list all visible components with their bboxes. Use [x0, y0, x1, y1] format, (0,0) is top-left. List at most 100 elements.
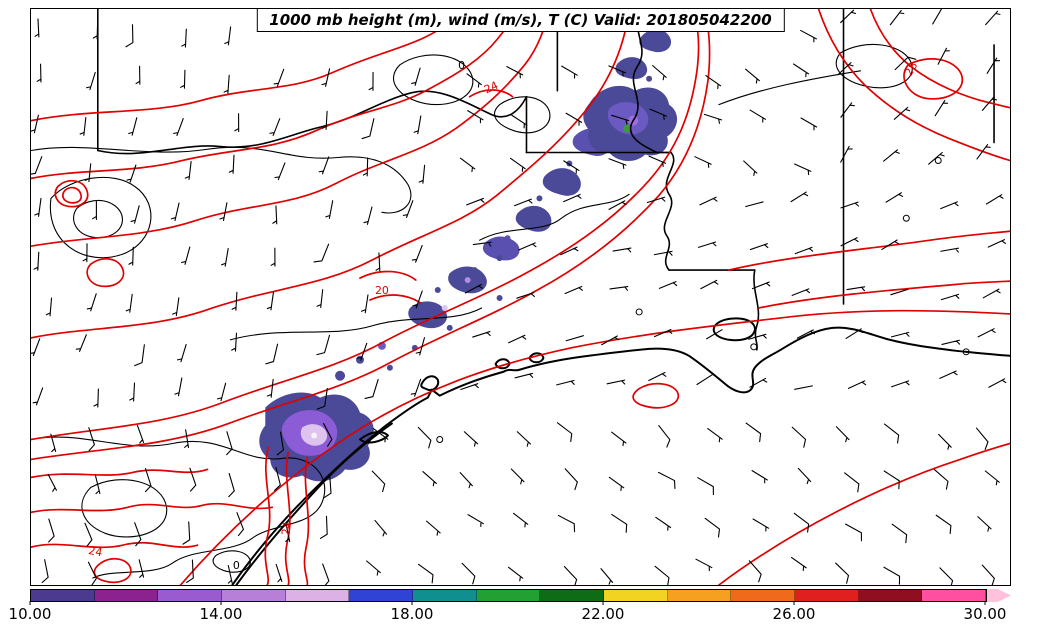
temperature-contour	[718, 442, 1010, 585]
temperature-contour	[31, 9, 631, 339]
state-border	[96, 90, 528, 155]
colorbar-segment	[413, 590, 477, 601]
temperature-contour	[54, 179, 89, 208]
contour-label: 28	[902, 60, 920, 79]
colorbar-segment	[922, 590, 987, 601]
contour-label: 0	[458, 59, 465, 72]
precip-dot	[471, 267, 478, 274]
contour-label: 24	[87, 544, 103, 559]
temperature-contour	[179, 309, 1010, 585]
colorbar-segment	[731, 590, 796, 601]
height-contour	[393, 54, 474, 106]
precip-dot	[356, 355, 364, 364]
temperature-contour	[31, 502, 274, 514]
precip-dot	[623, 124, 632, 133]
precip-fill	[408, 301, 448, 329]
temperature-contour	[903, 58, 964, 100]
colorbar	[30, 589, 1011, 602]
height-contour	[494, 96, 551, 134]
precip-dot	[601, 145, 608, 152]
precip-fill	[542, 168, 581, 196]
state-border	[629, 9, 675, 271]
height-contour	[73, 200, 123, 239]
height-contour	[49, 176, 152, 259]
temperature-contour	[869, 9, 1010, 109]
precip-fill	[515, 205, 552, 232]
height-contour	[229, 307, 483, 341]
height-contour	[81, 479, 168, 538]
temperature-contour	[31, 541, 199, 549]
precip-dot	[496, 255, 503, 262]
colorbar-extend-arrow	[987, 589, 1011, 602]
precip-dot	[386, 364, 393, 371]
temperature-contour	[632, 382, 680, 409]
temperature-contour	[468, 89, 514, 98]
precip-dot	[464, 277, 471, 284]
colorbar-segment	[94, 590, 159, 601]
coastline	[712, 317, 756, 342]
height-contour	[31, 436, 326, 579]
coastline	[235, 422, 393, 585]
map-canvas: 28 24 20 24 24 0 0	[31, 9, 1010, 585]
temperature-contour	[31, 9, 463, 122]
temperature-contour	[359, 270, 422, 304]
precip-dot	[311, 432, 318, 439]
map-plot-area: 28 24 20 24 24 0 0 1000 mb height (m), wind (m…	[30, 8, 1011, 586]
contour-label: 24	[482, 79, 500, 97]
colorbar-segment	[858, 590, 923, 601]
colorbar-segment	[158, 590, 223, 601]
precip-fill	[639, 29, 672, 53]
colorbar-segment	[222, 590, 286, 601]
precip-dot	[496, 295, 503, 301]
precip-fill	[482, 236, 520, 261]
plot-title: 1000 mb height (m), wind (m/s), T (C) Va…	[256, 9, 785, 32]
colorbar-segment	[31, 590, 95, 601]
temperature-contour	[93, 557, 132, 584]
height-contour	[31, 146, 412, 214]
precip-dot	[446, 324, 453, 331]
colorbar-tick: 14.00	[199, 601, 243, 623]
temperature-contour	[86, 258, 125, 288]
temperature-contour	[728, 230, 1010, 271]
height-contour	[718, 70, 862, 106]
state-border	[753, 269, 760, 351]
colorbar-strip	[30, 589, 987, 602]
temperature-contour	[757, 280, 1010, 309]
wind-barbs	[31, 9, 1007, 585]
coastline	[231, 326, 1010, 585]
colorbar-segment	[349, 590, 414, 601]
contour-label: 20	[375, 284, 389, 297]
colorbar-segment	[795, 590, 859, 601]
colorbar-segment	[604, 590, 668, 601]
height-contour	[479, 193, 630, 241]
colorbar-segment	[540, 590, 605, 601]
temperature-contour	[31, 9, 551, 248]
calm-wind-icon	[962, 348, 970, 356]
colorbar-tick-labels: 10.00 14.00 18.00 22.00 26.00 30.00	[9, 601, 1006, 627]
temperature-contour	[31, 9, 519, 180]
temperature-contour	[817, 9, 1010, 162]
precip-dot	[335, 370, 346, 381]
colorbar-segment	[285, 590, 350, 601]
temperature-contour	[31, 9, 700, 441]
colorbar-segment	[667, 590, 732, 601]
precip-fill	[615, 57, 648, 80]
coastline	[358, 431, 389, 444]
precip-dot	[636, 145, 643, 152]
precip-dot	[536, 195, 543, 202]
calm-wind-icon	[902, 214, 910, 222]
contour-label: 24	[279, 521, 294, 537]
colorbar-segment	[476, 590, 541, 601]
calm-wind-icon	[635, 308, 643, 316]
colorbar-tick: 18.00	[390, 601, 434, 623]
precip-dot	[504, 235, 511, 242]
calm-wind-icon	[436, 436, 444, 443]
contour-label: 0	[233, 559, 240, 572]
colorbar-tick: 10.00	[8, 601, 52, 623]
temperature-contour	[264, 446, 310, 585]
precip-dot	[434, 287, 441, 294]
calm-wind-icon	[750, 343, 758, 351]
calm-wind-icon	[934, 156, 942, 164]
colorbar-tick: 26.00	[772, 601, 816, 623]
temperature-contour	[31, 468, 209, 479]
